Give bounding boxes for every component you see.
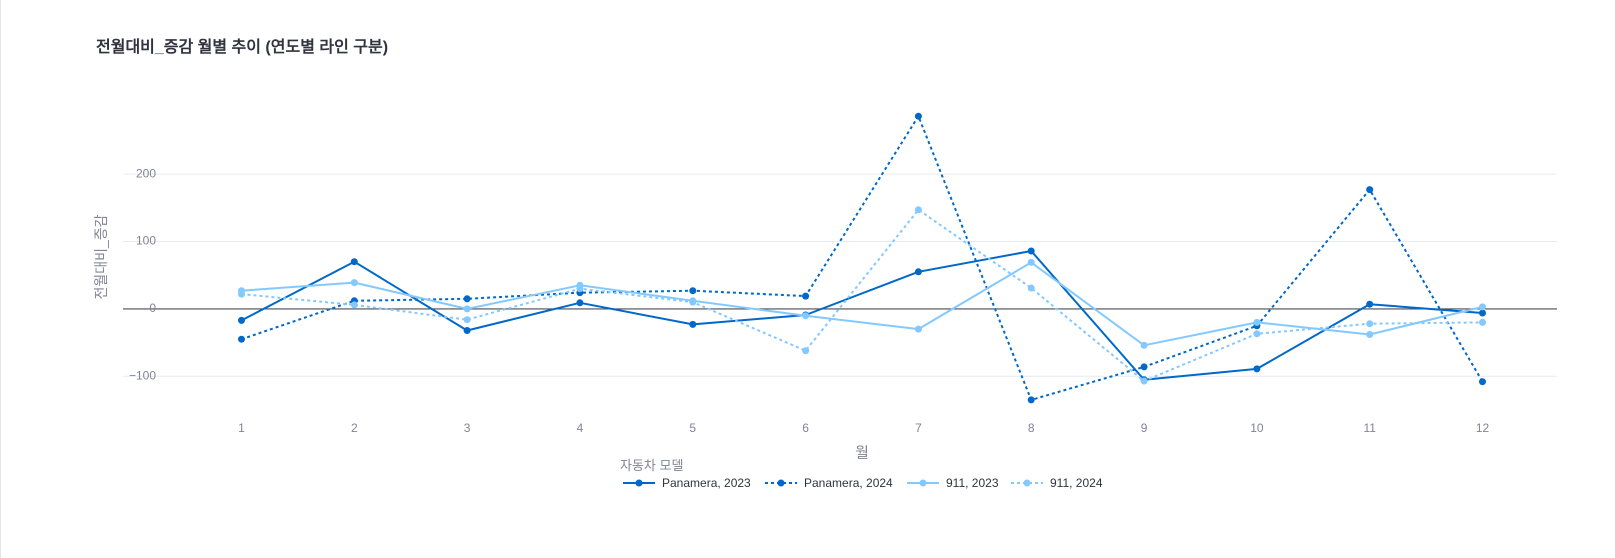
legend-item-panamera-2023[interactable]: Panamera, 2023 bbox=[622, 476, 751, 490]
series-panamera-2023 bbox=[238, 247, 1486, 384]
series-lines bbox=[238, 112, 1486, 404]
legend-item-911-2023[interactable]: 911, 2023 bbox=[906, 476, 999, 490]
x-axis-title: 월 bbox=[855, 444, 869, 462]
data-point-panamera-2023-m3 bbox=[463, 327, 471, 334]
legend-title: 자동차 모델 bbox=[620, 458, 684, 473]
x-tick-label: 9 bbox=[1141, 421, 1148, 435]
data-point-911-2024-m4 bbox=[576, 285, 584, 293]
data-point-911-2024-m8 bbox=[1027, 284, 1035, 292]
x-tick-label: 12 bbox=[1476, 421, 1490, 435]
series-line-panamera-2024 bbox=[241, 115, 1484, 401]
data-point-911-2023-m6 bbox=[802, 312, 810, 320]
data-point-911-2024-m10 bbox=[1253, 330, 1261, 338]
x-tick-label: 4 bbox=[577, 421, 584, 435]
data-point-911-2024-m6 bbox=[802, 347, 810, 355]
data-point-panamera-2023-m1 bbox=[238, 316, 245, 324]
data-point-911-2023-m2 bbox=[350, 279, 358, 287]
legend-label-panamera-2024: Panamera, 2024 bbox=[804, 476, 893, 490]
data-point-911-2024-m12 bbox=[1479, 318, 1486, 326]
x-tick-label: 2 bbox=[351, 421, 358, 435]
data-point-panamera-2023-m5 bbox=[689, 320, 697, 328]
data-point-911-2024-m9 bbox=[1140, 377, 1148, 385]
data-point-panamera-2024-m12 bbox=[1479, 378, 1486, 386]
legend-swatch-911-2023 bbox=[907, 479, 939, 487]
y-tick-label: 100 bbox=[136, 234, 156, 248]
legend-swatch-panamera-2023 bbox=[623, 479, 655, 487]
gridlines bbox=[123, 173, 1557, 377]
series-line-panamera-2023 bbox=[241, 250, 1483, 381]
chart-title: 전월대비_증감 월별 추이 (연도별 라인 구분) bbox=[96, 39, 389, 56]
legend-swatch-panamera-2024 bbox=[765, 479, 797, 487]
data-point-911-2024-m11 bbox=[1366, 320, 1374, 328]
x-tick-label: 7 bbox=[915, 421, 922, 435]
series-panamera-2024 bbox=[238, 112, 1486, 404]
data-point-panamera-2023-m7 bbox=[914, 268, 922, 276]
x-tick-label: 11 bbox=[1363, 421, 1376, 435]
data-point-panamera-2023-m12 bbox=[1479, 309, 1486, 317]
data-point-911-2023-m8 bbox=[1027, 258, 1035, 266]
y-tick-label: −100 bbox=[129, 368, 156, 382]
data-point-911-2023-m10 bbox=[1253, 318, 1261, 326]
data-point-911-2023-m12 bbox=[1479, 303, 1486, 311]
data-point-panamera-2024-m8 bbox=[1027, 396, 1035, 404]
data-point-panamera-2023-m4 bbox=[576, 299, 584, 307]
legend-label-911-2024: 911, 2024 bbox=[1050, 476, 1103, 490]
x-tick-label: 3 bbox=[464, 421, 471, 435]
legend-item-911-2024[interactable]: 911, 2024 bbox=[1010, 476, 1103, 490]
y-axis-title: 전월대비_증감 bbox=[93, 214, 109, 300]
legend-item-panamera-2024[interactable]: Panamera, 2024 bbox=[764, 476, 893, 490]
data-point-panamera-2023-m2 bbox=[350, 258, 358, 266]
data-point-911-2023-m7 bbox=[914, 325, 922, 333]
data-point-911-2024-m3 bbox=[463, 316, 471, 324]
legend-label-panamera-2023: Panamera, 2023 bbox=[662, 476, 751, 490]
data-point-911-2023-m9 bbox=[1140, 341, 1148, 349]
series-line-911-2024 bbox=[241, 208, 1483, 382]
x-tick-label: 1 bbox=[238, 421, 245, 435]
series-line-911-2023 bbox=[241, 261, 1483, 347]
data-point-911-2024-m5 bbox=[689, 298, 697, 306]
data-point-911-2023-m3 bbox=[463, 305, 471, 313]
x-tick-label: 10 bbox=[1250, 421, 1264, 435]
data-point-panamera-2024-m1 bbox=[238, 335, 245, 343]
data-point-panamera-2024-m9 bbox=[1140, 363, 1148, 371]
legend-label-911-2023: 911, 2023 bbox=[946, 476, 999, 490]
data-point-panamera-2023-m11 bbox=[1366, 300, 1374, 308]
data-point-panamera-2023-m8 bbox=[1027, 247, 1035, 255]
data-point-911-2023-m11 bbox=[1366, 331, 1374, 338]
series-911-2024 bbox=[238, 206, 1486, 385]
data-point-panamera-2024-m3 bbox=[463, 295, 471, 303]
data-point-panamera-2023-m10 bbox=[1253, 365, 1261, 373]
legend-swatch-911-2024 bbox=[1011, 479, 1043, 487]
data-point-panamera-2024-m11 bbox=[1366, 186, 1374, 194]
data-point-panamera-2024-m6 bbox=[802, 292, 810, 300]
data-point-911-2024-m2 bbox=[350, 301, 358, 309]
x-tick-label: 5 bbox=[689, 421, 696, 435]
x-tick-label: 8 bbox=[1028, 421, 1035, 435]
data-point-911-2024-m1 bbox=[238, 290, 245, 298]
x-tick-label: 6 bbox=[802, 421, 809, 435]
y-tick-label: 0 bbox=[149, 301, 156, 315]
data-point-panamera-2024-m7 bbox=[914, 112, 922, 120]
data-point-panamera-2024-m5 bbox=[689, 287, 697, 295]
y-tick-label: 200 bbox=[136, 166, 156, 180]
data-point-911-2024-m7 bbox=[914, 206, 922, 214]
